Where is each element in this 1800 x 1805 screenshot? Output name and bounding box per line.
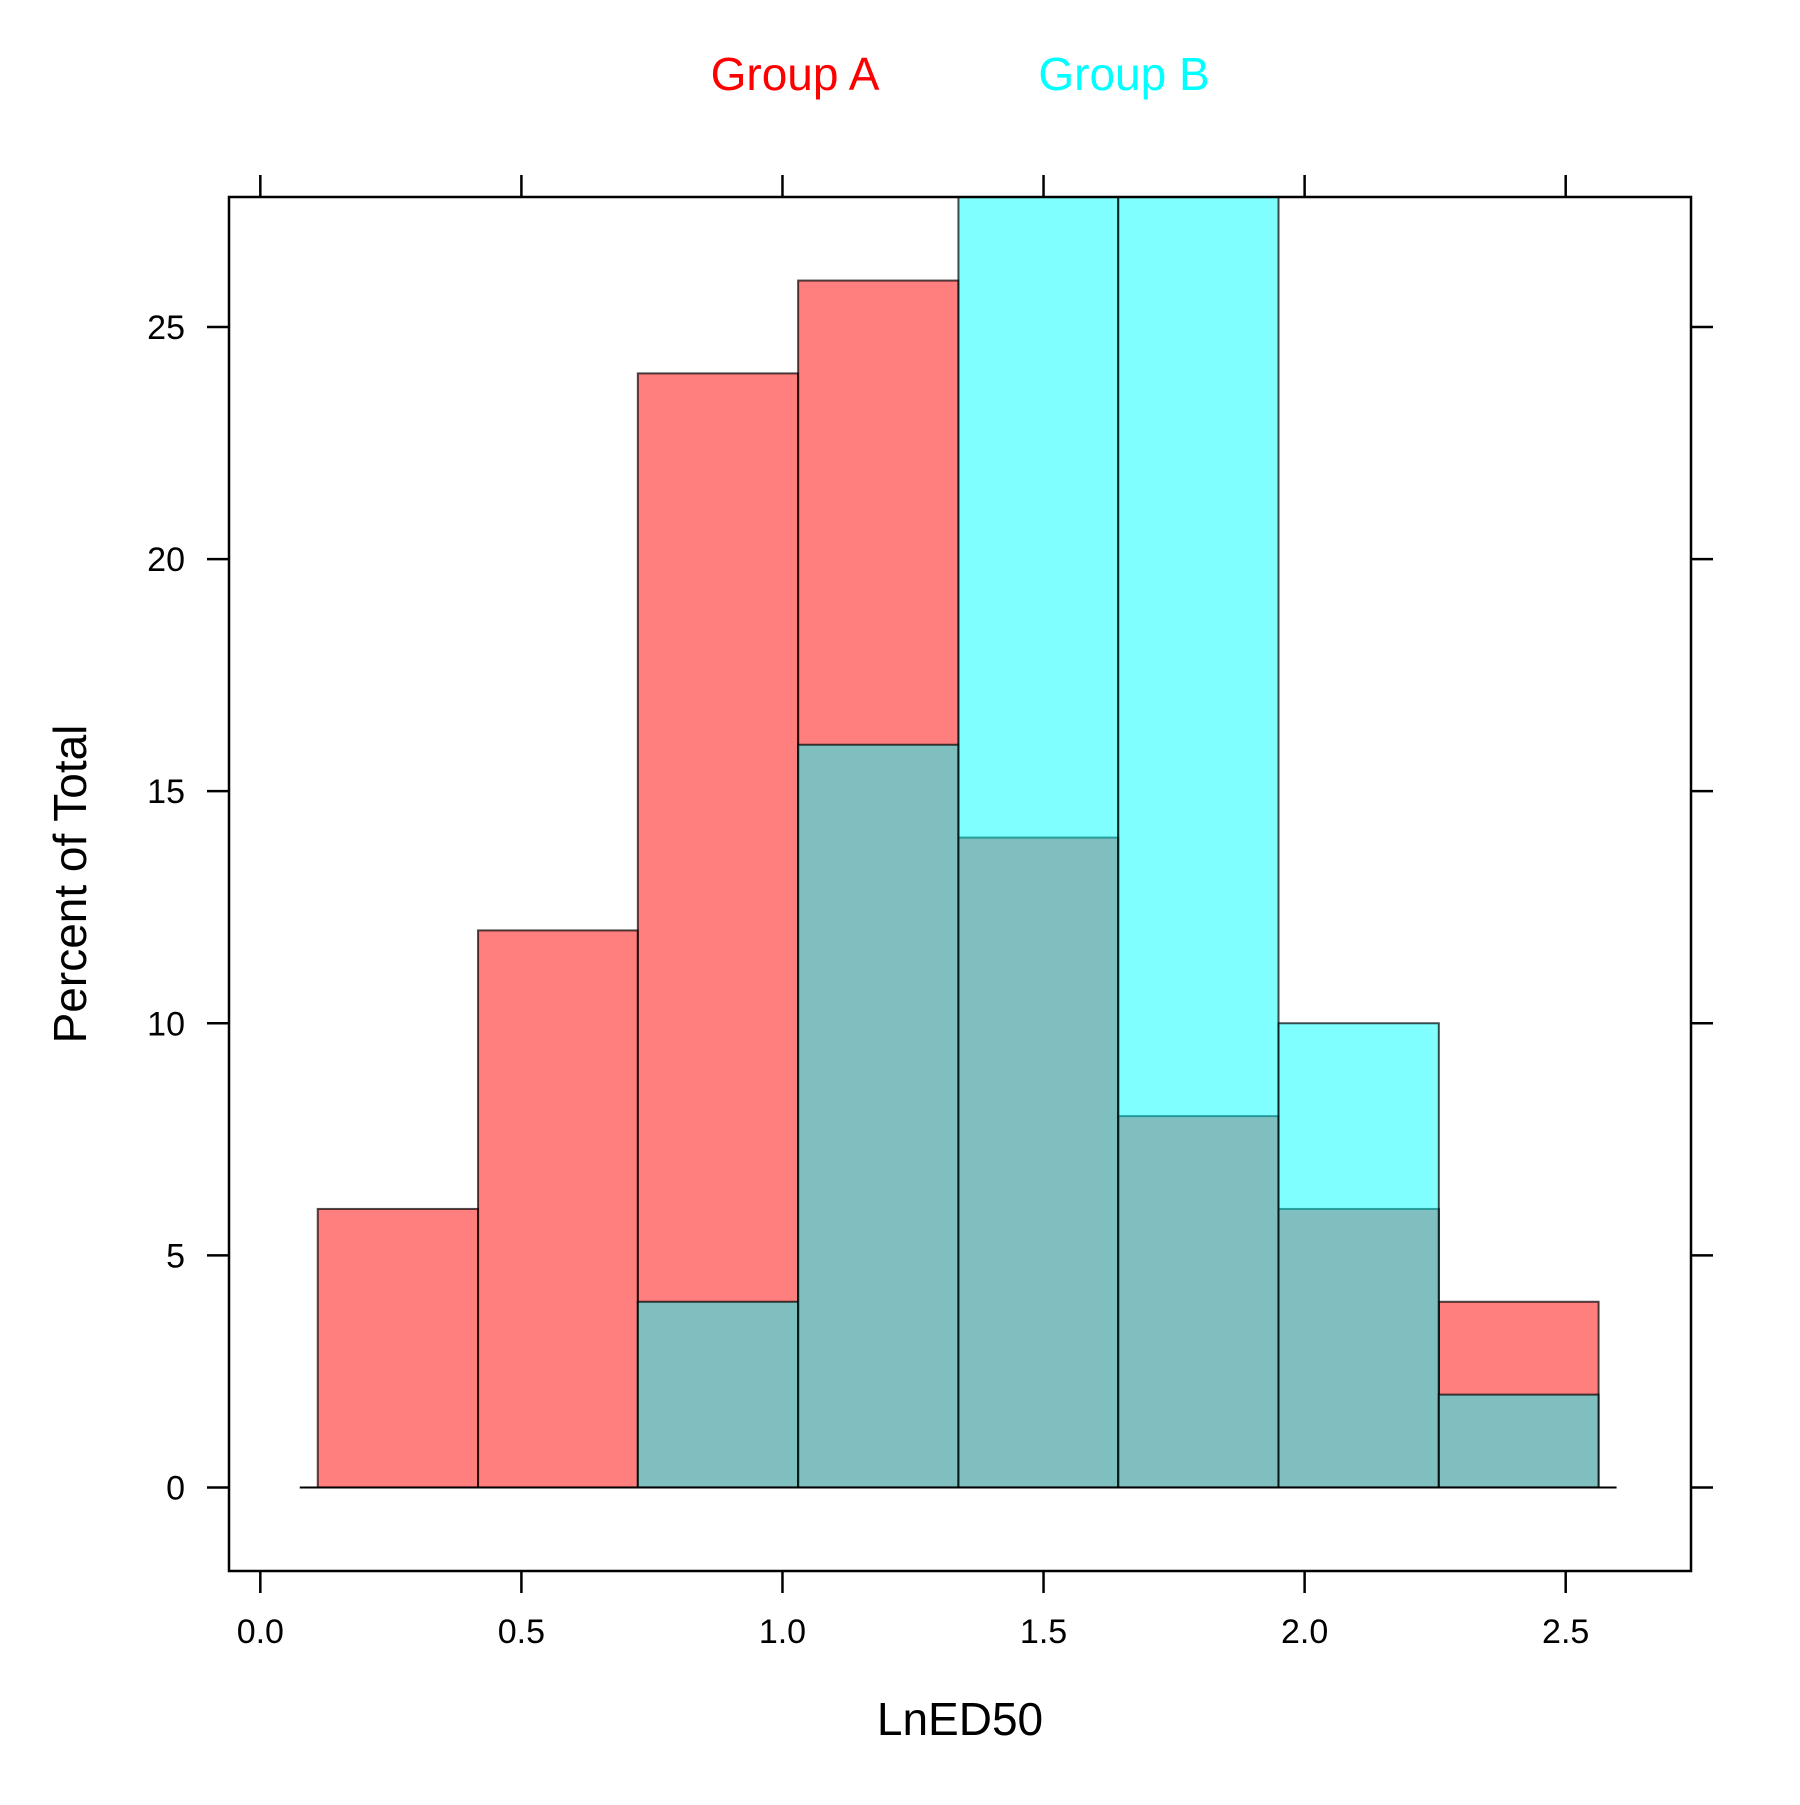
group-b-bar <box>1437 1393 1600 1489</box>
group-a-bar <box>477 929 639 1489</box>
group-a-bar <box>316 1207 480 1489</box>
y-axis: 0 5 10 15 20 25 <box>147 309 1713 1507</box>
y-axis-label: Percent of Total <box>44 725 96 1044</box>
y-tick-label: 15 <box>147 773 185 811</box>
group-b-bar <box>636 1300 800 1489</box>
x-tick-label: 0.0 <box>237 1613 284 1651</box>
group-b-bar <box>957 197 1120 1489</box>
y-tick-label: 0 <box>166 1469 185 1507</box>
legend: Group A Group B <box>711 48 1210 100</box>
y-tick-label: 5 <box>166 1237 185 1275</box>
x-tick-label: 1.0 <box>759 1613 806 1651</box>
group-b-bars <box>636 197 1600 1489</box>
x-tick-label: 2.5 <box>1542 1613 1589 1651</box>
group-b-bar <box>1277 1022 1440 1489</box>
y-tick-label: 10 <box>147 1005 185 1043</box>
x-axis: 0.0 0.5 1.0 1.5 2.0 2.5 <box>237 175 1589 1651</box>
x-axis-label: LnED50 <box>877 1693 1043 1745</box>
y-tick-label: 25 <box>147 309 185 347</box>
group-b-bar <box>797 743 960 1489</box>
legend-entry-group-a: Group A <box>711 48 880 100</box>
x-tick-label: 1.5 <box>1020 1613 1067 1651</box>
y-tick-label: 20 <box>147 541 185 579</box>
legend-entry-group-b: Group B <box>1038 48 1209 100</box>
group-b-bar <box>1117 197 1280 1489</box>
x-tick-label: 2.0 <box>1281 1613 1328 1651</box>
plot-panel-border <box>227 195 1693 1573</box>
x-tick-label: 0.5 <box>498 1613 545 1651</box>
